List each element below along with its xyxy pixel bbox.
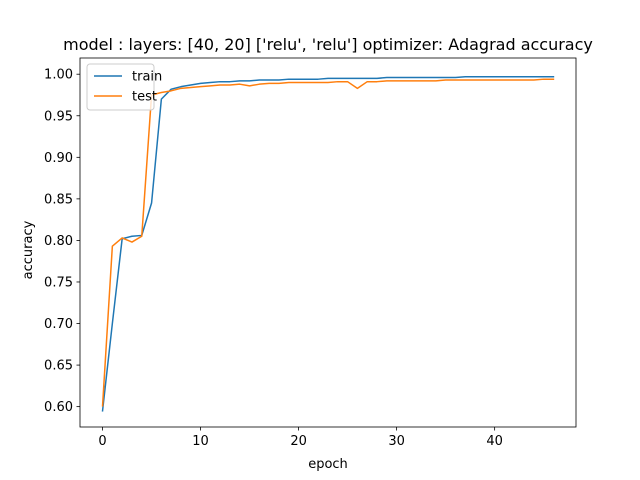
y-tick-label: 1.00 bbox=[44, 68, 73, 83]
x-tick-label: 20 bbox=[290, 434, 307, 449]
plot-area: 0 10 20 30 40 0.60 0.65 0.70 0.75 0.80 0.85 0.90 0.9… bbox=[44, 57, 577, 449]
x-tick-label: 10 bbox=[192, 434, 209, 449]
y-tick-label: 0.85 bbox=[44, 192, 73, 207]
y-tick-label: 0.70 bbox=[44, 317, 73, 332]
series-line-test bbox=[101, 78, 555, 407]
x-axis-label: epoch bbox=[308, 457, 348, 472]
y-tick-label: 0.60 bbox=[44, 400, 73, 415]
chart-title: model : layers: [40, 20] ['relu', 'relu'… bbox=[63, 35, 593, 54]
y-axis-label: accuracy bbox=[21, 220, 36, 279]
y-tick-label: 0.90 bbox=[44, 151, 73, 166]
x-tick-label: 30 bbox=[388, 434, 405, 449]
legend: train test bbox=[86, 63, 162, 111]
x-tick-label: 40 bbox=[486, 434, 503, 449]
axes-frame bbox=[79, 57, 577, 428]
y-tick-label: 0.75 bbox=[44, 275, 73, 290]
series-line-train bbox=[101, 75, 555, 412]
legend-label-test: test bbox=[132, 90, 157, 105]
y-tick-label: 0.65 bbox=[44, 359, 73, 374]
legend-label-train: train bbox=[132, 70, 162, 85]
x-tick-label: 0 bbox=[98, 434, 106, 449]
y-tick-label: 0.80 bbox=[44, 234, 73, 249]
y-tick-label: 0.95 bbox=[44, 109, 73, 124]
